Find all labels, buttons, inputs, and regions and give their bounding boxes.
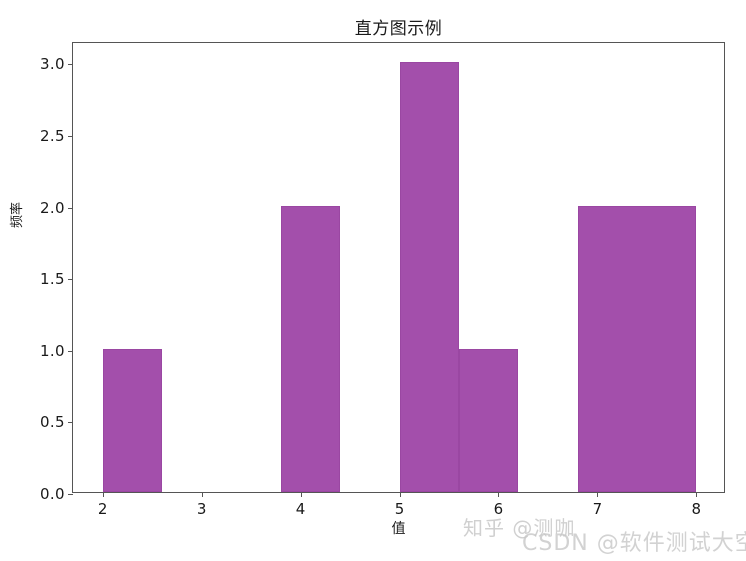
x-tick-mark — [696, 492, 698, 497]
x-tick-label: 8 — [691, 500, 702, 518]
x-tick-label: 3 — [196, 500, 207, 518]
y-tick-mark — [68, 64, 73, 66]
y-tick-mark — [68, 422, 73, 424]
y-tick-mark — [68, 350, 73, 352]
y-tick-label: 2.0 — [39, 198, 65, 217]
x-tick-label: 4 — [295, 500, 306, 518]
histogram-bar — [399, 62, 459, 492]
y-tick-mark — [68, 207, 73, 209]
y-tick-label: 2.5 — [39, 127, 65, 146]
x-tick-mark — [399, 492, 401, 497]
y-tick-label: 0.0 — [39, 485, 65, 503]
y-tick-mark — [68, 494, 73, 495]
y-tick-mark — [68, 279, 73, 281]
x-tick-mark — [498, 492, 500, 497]
y-tick-label: 1.5 — [39, 270, 65, 289]
x-tick-mark — [300, 492, 302, 497]
x-axis-label: 值 — [391, 521, 406, 537]
y-tick-label: 1.0 — [39, 341, 65, 360]
histogram-bar — [577, 205, 697, 492]
y-axis-label: 频率 — [10, 201, 25, 228]
plot-axes: 0.0 0.5 1.0 1.5 2.0 2.5 3.0 2 3 4 5 6 7 8 — [40, 42, 725, 518]
plot-surface — [73, 43, 724, 492]
x-tick-mark — [597, 492, 599, 497]
y-tick-mark — [68, 136, 73, 138]
y-tick-label: 0.5 — [39, 413, 65, 432]
histogram-bar — [280, 205, 341, 492]
x-tick-mark — [102, 492, 104, 497]
x-tick-label: 7 — [592, 500, 603, 518]
x-tick-label: 6 — [493, 500, 504, 518]
y-tick-label: 3.0 — [39, 55, 65, 74]
histogram-bar — [102, 348, 163, 492]
histogram-bar — [458, 348, 519, 492]
chart-title: 直方图示例 — [354, 19, 443, 39]
x-tick-mark — [201, 492, 203, 497]
x-tick-label: 2 — [97, 500, 108, 518]
x-tick-label: 5 — [394, 500, 405, 518]
